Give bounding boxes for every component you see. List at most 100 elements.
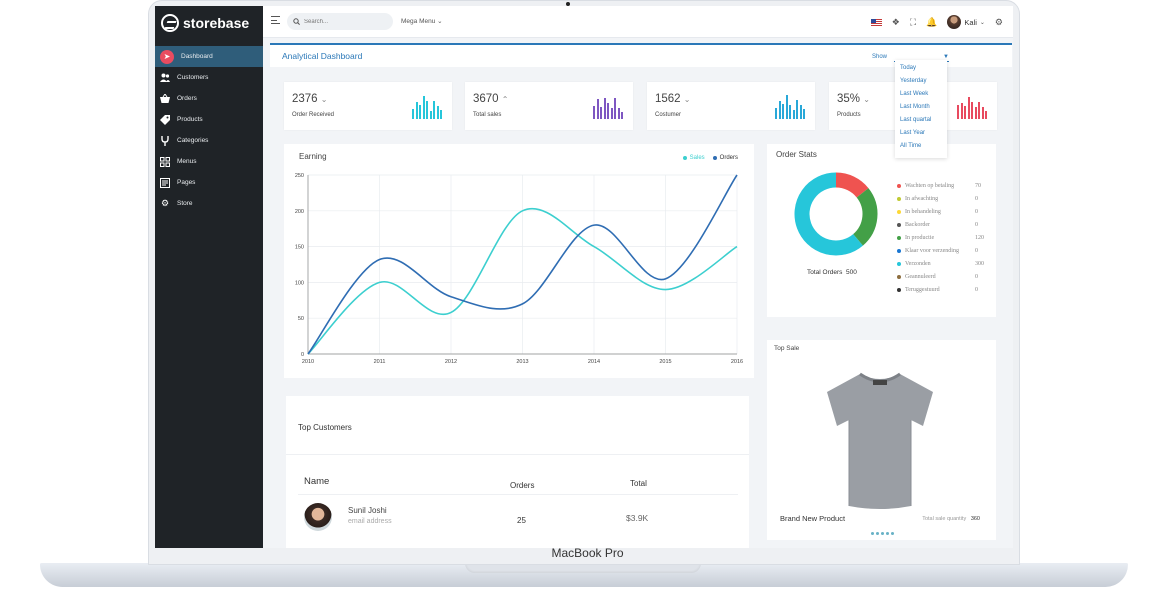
earning-chart-card: Earning Sales Orders 0 50 100 150 200 250 2010… [284, 144, 754, 378]
mega-menu[interactable]: Mega Menu ⌄ [401, 17, 443, 25]
mini-bar [775, 108, 777, 119]
sidebar-item-menus[interactable]: Menus [155, 151, 263, 172]
dropdown-option-yesterday[interactable]: Yesterday [900, 78, 927, 84]
tshirt-image[interactable] [815, 364, 945, 514]
sidebar-item-label: Menus [177, 158, 197, 165]
column-header-total: Total [630, 479, 647, 488]
dropdown-option-last-year[interactable]: Last Year [900, 130, 926, 136]
legend-dot [897, 222, 901, 227]
legend-dot [897, 235, 901, 240]
mini-bar [778, 101, 781, 119]
order-stat-row: In productie 120 [897, 231, 987, 244]
mini-bar [967, 97, 970, 119]
search-input[interactable] [304, 18, 384, 25]
x-tick-label: 2015 [659, 359, 671, 365]
mini-bar-chart [593, 98, 623, 119]
stat-label: Costumer [655, 112, 682, 118]
total-orders: Total Orders 500 [807, 269, 857, 276]
sidebar-item-orders[interactable]: Orders [155, 88, 263, 109]
mini-bar [610, 108, 613, 119]
legend-dot [712, 156, 717, 160]
mini-bar [964, 106, 966, 119]
user-menu[interactable]: Kali ⌄ [947, 15, 985, 29]
mini-bar [433, 101, 435, 119]
sidebar-item-categories[interactable]: Categories [155, 130, 263, 151]
order-stat-value: 120 [975, 234, 984, 241]
sidebar-item-label: Store [177, 200, 193, 207]
top-bar-actions: ❖ ⛶ 🔔 Kali ⌄ ⚙ [870, 6, 1013, 38]
hamburger-icon[interactable] [271, 16, 280, 24]
legend-label: Orders [719, 155, 738, 161]
sidebar-item-customers[interactable]: Customers [155, 67, 263, 88]
order-stat-label: In behandeling [905, 208, 941, 215]
order-stat-row: Verzonden 300 [897, 257, 987, 270]
legend-item-sales[interactable]: Sales [682, 155, 705, 161]
dropdown-option-last-week[interactable]: Last Week [900, 91, 929, 97]
order-stat-row: Wachten op betaling 70 [897, 179, 987, 192]
order-stat-value: 0 [975, 208, 978, 215]
order-stat-label: In productie [905, 234, 935, 241]
mini-bar [985, 111, 987, 119]
trend-down-icon: ⌄ [320, 95, 328, 104]
x-tick-label: 2016 [731, 359, 743, 365]
top-customers-title: Top Customers [298, 423, 352, 432]
mini-bar [596, 99, 599, 119]
search-box[interactable] [287, 13, 393, 30]
sidebar-item-products[interactable]: Products [155, 109, 263, 130]
mini-bar [782, 104, 784, 119]
brand-logo[interactable]: storebase [161, 14, 249, 32]
sidebar-item-label: Pages [177, 179, 196, 186]
order-stats-card: Order Stats Total Orders 500 Wachten op … [767, 144, 996, 317]
legend-dot [897, 209, 901, 214]
sidebar-item-label: Categories [177, 137, 209, 144]
sidebar-item-label: Orders [177, 95, 197, 102]
y-tick-label: 50 [298, 316, 304, 322]
donut-slice [835, 172, 869, 198]
sidebar-item-dashboard[interactable]: ➤ Dashboard [155, 46, 263, 67]
bell-icon[interactable]: 🔔 [926, 16, 938, 27]
y-tick-label: 100 [295, 280, 304, 286]
us-flag-icon[interactable] [870, 18, 882, 26]
legend-label: Sales [689, 155, 705, 161]
fullscreen-icon[interactable]: ⛶ [909, 16, 917, 27]
sidebar-item-label: Products [177, 116, 203, 123]
mini-bar [957, 105, 959, 119]
stat-label: Total sales [473, 112, 502, 118]
dropdown-option-last-quartal[interactable]: Last quartal [900, 117, 932, 123]
show-dropdown: Today Yesterday Last Week Last Month Las… [895, 60, 947, 158]
mini-bar [785, 95, 788, 119]
camera-icon [566, 2, 570, 6]
grid-icon [160, 156, 170, 167]
mini-bar [600, 107, 602, 119]
customer-email: email address [348, 518, 392, 525]
order-stat-value: 0 [975, 273, 978, 280]
user-name: Kali [964, 17, 977, 27]
search-icon [293, 18, 300, 25]
dropdown-option-last-month[interactable]: Last Month [900, 104, 930, 110]
x-tick-label: 2012 [445, 359, 457, 365]
settings-icon[interactable]: ⚙ [994, 16, 1003, 27]
chevron-down-icon: ⌄ [437, 18, 443, 25]
order-stat-row: In behandeling 0 [897, 205, 987, 218]
top-bar: Mega Menu ⌄ ❖ ⛶ 🔔 Kali ⌄ ⚙ [263, 6, 1013, 38]
dropdown-option-today[interactable]: Today [900, 65, 917, 71]
mini-bar [792, 110, 795, 119]
mini-bar [974, 107, 977, 119]
customer-name[interactable]: Sunil Joshi [348, 506, 387, 515]
dropdown-option-all-time[interactable]: All Time [900, 143, 922, 149]
stat-card-sales: 3670 ⌃ Total sales [465, 82, 633, 130]
chart-legend: Sales Orders [682, 155, 738, 161]
mini-bar [607, 103, 609, 119]
x-tick-label: 2010 [302, 359, 314, 365]
top-sale-product[interactable]: Brand New Product [780, 514, 846, 523]
order-stat-label: Teruggestuurd [905, 286, 940, 293]
legend-dot [897, 274, 901, 279]
show-label: Show [872, 54, 888, 60]
sidebar-item-store[interactable]: ⚙ Store [155, 193, 263, 214]
sidebar-item-pages[interactable]: Pages [155, 172, 263, 193]
legend-dot [682, 156, 687, 160]
apps-icon[interactable]: ❖ [891, 16, 900, 27]
sidebar-nav: ➤ Dashboard Customers Orders Products [155, 46, 263, 214]
carousel-dots[interactable] [871, 532, 894, 535]
legend-item-orders[interactable]: Orders [712, 155, 738, 161]
